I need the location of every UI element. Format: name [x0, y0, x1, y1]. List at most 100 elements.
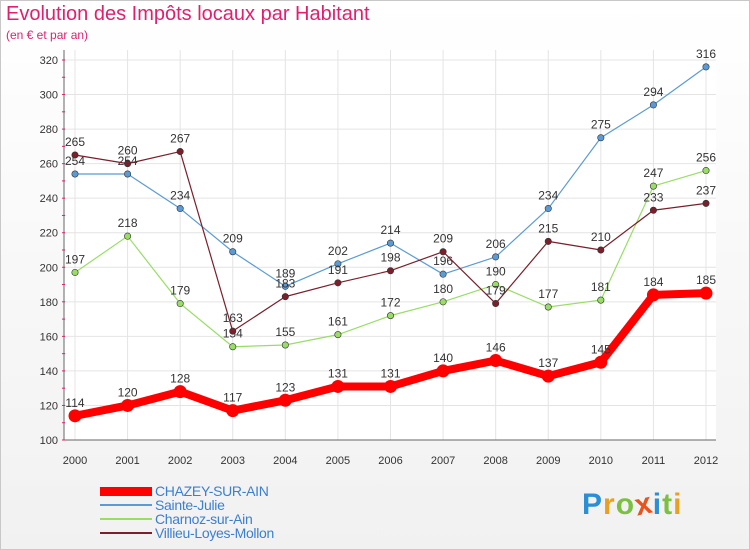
data-label: 117 — [223, 391, 242, 405]
series-point — [649, 206, 657, 214]
line-chart: 100 120 140 160 180 200 220 240 260 280 300 320 2000… — [40, 47, 719, 467]
series-point — [492, 300, 500, 308]
series-point — [124, 160, 132, 168]
data-label: 190 — [486, 265, 506, 279]
legend-swatch — [100, 504, 152, 506]
series-point — [71, 268, 79, 276]
x-tick-label: 2008 — [483, 455, 507, 467]
data-label: 218 — [118, 216, 138, 230]
data-label: 209 — [433, 232, 453, 246]
series-point — [386, 312, 394, 320]
x-tick-label: 2005 — [326, 455, 350, 467]
series-point — [541, 369, 555, 383]
chart-subtitle: (en € et par an) — [6, 28, 89, 42]
series-point — [71, 170, 79, 178]
logo-letter: P — [582, 488, 604, 521]
legend-item: Charnoz-sur-Ain — [100, 512, 274, 526]
legend-item: Sainte-Julie — [100, 498, 274, 512]
y-tick-label: 100 — [40, 435, 58, 447]
series-point — [544, 205, 552, 213]
legend-item: CHAZEY-SUR-AIN — [100, 484, 274, 498]
series-point — [492, 281, 500, 289]
data-label: 177 — [538, 287, 558, 301]
series-point — [649, 182, 657, 190]
series-point — [68, 409, 82, 423]
data-label: 275 — [591, 118, 611, 132]
data-label: 254 — [65, 154, 85, 168]
x-tick-label: 2007 — [431, 455, 455, 467]
data-label: 145 — [591, 342, 611, 356]
series-point — [646, 288, 660, 302]
x-tick-label: 2000 — [63, 455, 87, 467]
series-point — [229, 343, 237, 351]
series-point — [173, 385, 187, 399]
x-tick-label: 2004 — [273, 455, 297, 467]
proxiti-logo: Proxiti — [582, 487, 683, 523]
y-tick-label: 200 — [40, 262, 58, 274]
series-point — [597, 296, 605, 304]
y-tick-label: 240 — [40, 193, 58, 205]
data-label: 267 — [170, 132, 190, 146]
chart-title: Evolution des Impôts locaux par Habitant — [6, 3, 370, 25]
series-point — [544, 303, 552, 311]
data-label: 197 — [65, 252, 85, 266]
legend-item: Villieu-Loyes-Mollon — [100, 526, 274, 540]
series-point — [176, 300, 184, 308]
x-tick-label: 2012 — [694, 455, 718, 467]
data-label: 191 — [328, 263, 348, 277]
data-label: 131 — [328, 366, 348, 380]
series-point — [124, 170, 132, 178]
y-tick-label: 180 — [40, 297, 58, 309]
legend-label: CHAZEY-SUR-AIN — [155, 483, 269, 499]
data-label: 237 — [696, 183, 716, 197]
series-point — [386, 267, 394, 275]
series-point — [278, 393, 292, 407]
series-point — [702, 63, 710, 71]
data-label: 210 — [591, 230, 611, 244]
series-point — [386, 239, 394, 247]
y-tick-label: 320 — [40, 55, 58, 67]
series-point — [281, 341, 289, 349]
series-point — [229, 248, 237, 256]
legend-label: Sainte-Julie — [155, 497, 225, 513]
data-label: 202 — [328, 244, 348, 258]
legend-swatch — [100, 532, 152, 534]
series-point — [597, 134, 605, 142]
series-point — [702, 167, 710, 175]
y-tick-label: 120 — [40, 400, 58, 412]
series-point — [176, 148, 184, 156]
series-point — [699, 286, 713, 300]
data-label: 215 — [538, 221, 558, 235]
series-point — [439, 270, 447, 278]
series-point — [229, 327, 237, 335]
data-label: 172 — [380, 296, 400, 310]
data-label: 131 — [380, 366, 400, 380]
series-point — [124, 232, 132, 240]
data-label: 137 — [538, 356, 558, 370]
data-label: 146 — [486, 341, 506, 355]
data-label: 128 — [170, 372, 190, 386]
data-label: 206 — [486, 237, 506, 251]
x-tick-label: 2011 — [642, 455, 666, 467]
x-tick-label: 2010 — [589, 455, 613, 467]
data-label: 140 — [433, 351, 453, 365]
data-label: 183 — [275, 277, 295, 291]
data-label: 265 — [65, 135, 85, 149]
logo-letter: o — [615, 488, 636, 521]
data-label: 114 — [65, 396, 84, 410]
series-point — [334, 260, 342, 268]
series-point — [334, 279, 342, 287]
legend-swatch — [100, 518, 152, 520]
series-point — [492, 253, 500, 261]
legend-swatch — [100, 486, 152, 496]
series-point — [594, 355, 608, 369]
data-label: 196 — [433, 254, 453, 268]
data-label: 209 — [223, 232, 243, 246]
series-point — [439, 248, 447, 256]
x-tick-label: 2002 — [168, 455, 192, 467]
data-label: 123 — [275, 380, 295, 394]
data-label: 316 — [696, 47, 716, 61]
logo-letter: i — [673, 488, 683, 521]
series-point — [439, 298, 447, 306]
series-point — [649, 101, 657, 109]
